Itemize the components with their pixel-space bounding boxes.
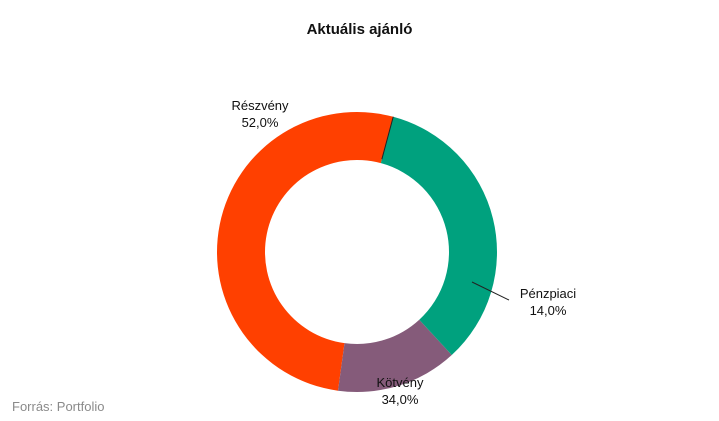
slice-label-value-3: 34,0%: [382, 392, 419, 407]
slice-label-value-2: 14,0%: [530, 303, 567, 318]
donut-slice-3: [380, 116, 497, 356]
source-note: Forrás: Portfolio: [12, 399, 105, 414]
donut-slice-1: [216, 111, 394, 391]
slice-label-name-3: Kötvény: [377, 375, 424, 390]
slice-label-name-1: Részvény: [231, 98, 289, 113]
donut-slice-2: [337, 319, 452, 393]
slice-label-value-1: 52,0%: [242, 115, 279, 130]
slice-separator-tick: [381, 116, 394, 160]
chart-title: Aktuális ajánló: [306, 21, 413, 38]
slice-label-name-2: Pénzpiaci: [520, 286, 576, 301]
leader-line-2: [471, 281, 510, 301]
